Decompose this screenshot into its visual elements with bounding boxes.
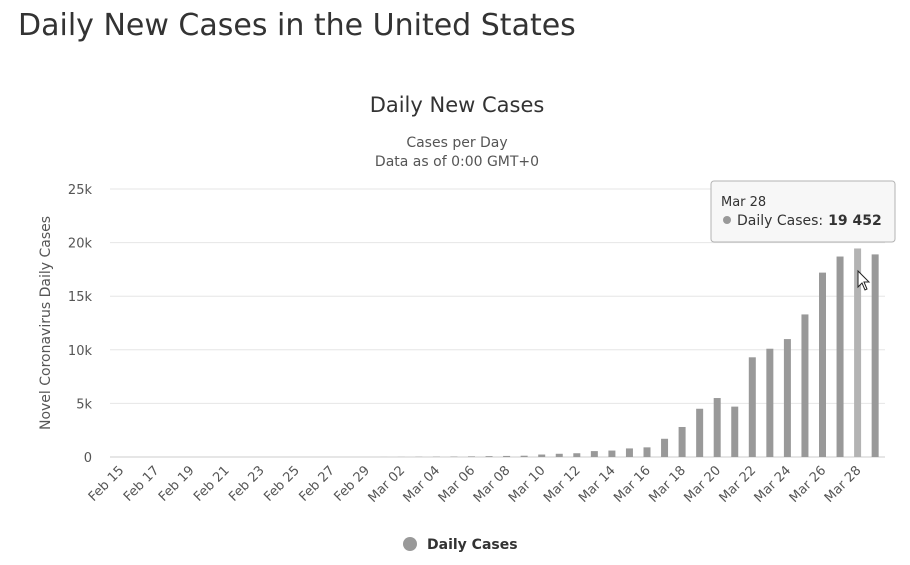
x-tick-label: Mar 06: [436, 463, 479, 506]
x-tick-label: Mar 08: [471, 463, 514, 506]
x-tick-label: Mar 14: [576, 463, 619, 506]
y-tick-label: 5k: [76, 397, 92, 412]
y-tick-label: 25k: [68, 183, 93, 198]
x-tick-label: Feb 23: [226, 463, 268, 505]
legend[interactable]: Daily Cases: [403, 537, 518, 553]
bar-mar-18[interactable]: [678, 426, 686, 457]
bar-mar-15[interactable]: [625, 448, 633, 457]
bar-mar-14[interactable]: [608, 450, 616, 457]
x-tick-label: Mar 02: [366, 463, 409, 506]
x-tick-label: Mar 22: [717, 463, 760, 506]
bar-mar-17[interactable]: [661, 438, 669, 457]
x-tick-label: Mar 10: [506, 463, 549, 506]
page-title: Daily New Cases in the United States: [18, 8, 576, 43]
x-tick-label: Mar 18: [646, 463, 689, 506]
bar-mar-21[interactable]: [731, 406, 739, 457]
y-axis-ticks: 0 5k 10k 15k 20k 25k: [68, 183, 93, 466]
bar-mar-13[interactable]: [590, 451, 598, 457]
x-tick-label: Mar 04: [401, 463, 444, 506]
y-tick-label: 0: [84, 451, 92, 466]
x-tick-label: Mar 28: [822, 463, 865, 506]
x-tick-label: Mar 12: [541, 463, 584, 506]
tooltip-series-label: Daily Cases:: [737, 213, 823, 229]
bar-mar-24[interactable]: [783, 339, 791, 457]
tooltip-value-text: 19 452: [828, 213, 882, 229]
bar-mar-07[interactable]: [485, 456, 493, 457]
y-tick-label: 20k: [68, 237, 93, 252]
bar-mar-11[interactable]: [555, 453, 563, 457]
chart-title: Daily New Cases: [370, 93, 545, 117]
x-tick-label: Feb 17: [121, 463, 163, 505]
bar-mar-20[interactable]: [713, 398, 721, 457]
bar-mar-09[interactable]: [520, 455, 528, 457]
bar-mar-25[interactable]: [801, 314, 809, 457]
bar-mar-27[interactable]: [836, 256, 844, 457]
bar-mar-23[interactable]: [766, 348, 774, 457]
bar-mar-22[interactable]: [748, 357, 756, 457]
y-axis-title: Novel Coronavirus Daily Cases: [38, 216, 54, 430]
legend-marker[interactable]: [403, 537, 417, 551]
tooltip-date: Mar 28: [721, 195, 766, 210]
bar-mar-26[interactable]: [819, 272, 826, 457]
x-tick-label: Mar 26: [787, 463, 830, 506]
bar-mar-12[interactable]: [573, 453, 581, 457]
bar-mar-29[interactable]: [871, 254, 879, 457]
tooltip-marker: [723, 216, 731, 224]
mouse-cursor-icon: [857, 269, 871, 291]
legend-label[interactable]: Daily Cases: [427, 537, 518, 553]
bar-mar-06[interactable]: [468, 456, 475, 457]
bar-mar-08[interactable]: [503, 455, 511, 457]
chart-subtitle: Cases per Day: [406, 135, 507, 151]
x-tick-label: Feb 27: [296, 463, 338, 505]
y-tick-label: 10k: [68, 344, 93, 359]
x-tick-label: Feb 29: [332, 463, 374, 505]
x-tick-label: Feb 21: [191, 463, 233, 505]
tooltip: Mar 28 Daily Cases: 19 452: [710, 180, 896, 243]
bar-series[interactable]: [380, 248, 879, 457]
x-tick-label: Mar 24: [752, 463, 795, 506]
x-tick-label: Feb 15: [86, 463, 128, 505]
tooltip-value: Daily Cases: 19 452: [737, 213, 882, 229]
y-tick-label: 15k: [68, 290, 93, 305]
x-tick-label: Feb 25: [261, 463, 303, 505]
chart-subtitle-date: Data as of 0:00 GMT+0: [375, 154, 539, 170]
x-tick-label: Mar 16: [611, 463, 654, 506]
tooltip-box: [710, 180, 896, 243]
x-tick-label: Mar 20: [681, 463, 724, 506]
bar-mar-19[interactable]: [696, 408, 704, 457]
bar-mar-16[interactable]: [643, 447, 651, 457]
bar-mar-28[interactable]: [854, 248, 862, 457]
bar-mar-10[interactable]: [538, 454, 546, 457]
x-tick-label: Feb 19: [156, 463, 198, 505]
